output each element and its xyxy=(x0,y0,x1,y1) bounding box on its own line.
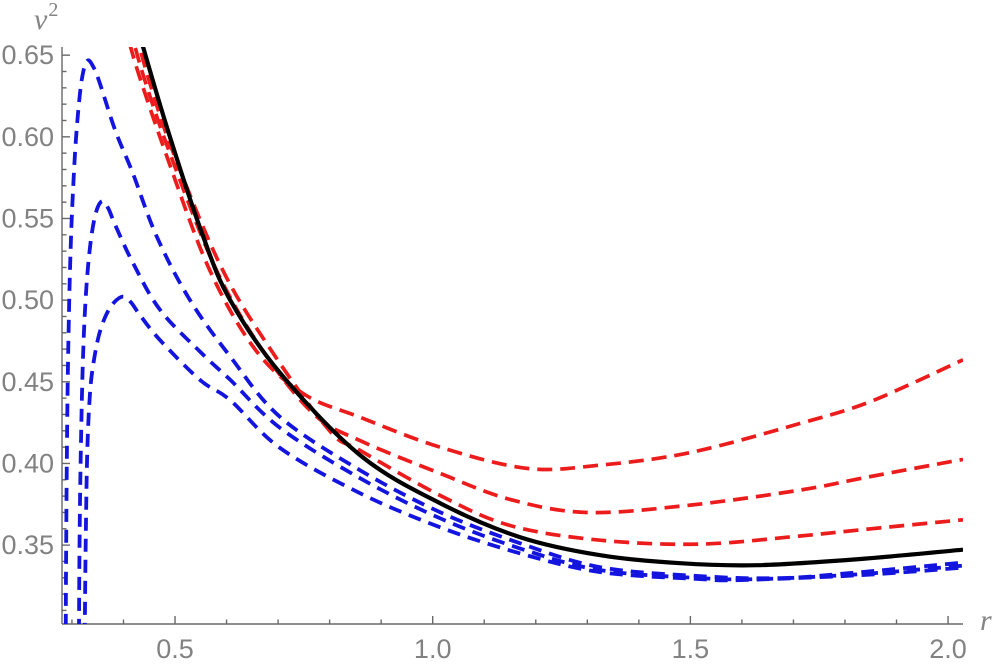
curve-blue-dashed-1 xyxy=(63,58,963,624)
curve-red-dashed-top xyxy=(128,47,963,472)
curve-blue-dashed-3 xyxy=(82,294,963,624)
y-tick-label: 0.55 xyxy=(1,203,54,233)
curve-black-solid xyxy=(140,47,963,568)
curve-red-dashed-bottom xyxy=(137,47,963,547)
x-tick-label: 0.5 xyxy=(156,634,194,664)
x-axis-label: r xyxy=(980,604,992,637)
y-tick-label: 0.60 xyxy=(1,122,54,152)
y-tick-label: 0.65 xyxy=(1,40,54,70)
curve-blue-dashed-2 xyxy=(77,199,963,624)
y-tick-label: 0.40 xyxy=(1,448,54,478)
curve-red-dashed-middle xyxy=(133,47,963,515)
y-tick-label: 0.45 xyxy=(1,367,54,397)
y-tick-label: 0.50 xyxy=(1,285,54,315)
y-axis-label: v xyxy=(34,3,48,36)
x-tick-label: 1.0 xyxy=(414,634,452,664)
y-axis-label-exponent: 2 xyxy=(48,0,59,21)
y-axis-title: v2 xyxy=(34,0,59,36)
x-tick-label: 2.0 xyxy=(929,634,967,664)
x-tick-label: 1.5 xyxy=(672,634,710,664)
y-tick-label: 0.35 xyxy=(1,530,54,560)
